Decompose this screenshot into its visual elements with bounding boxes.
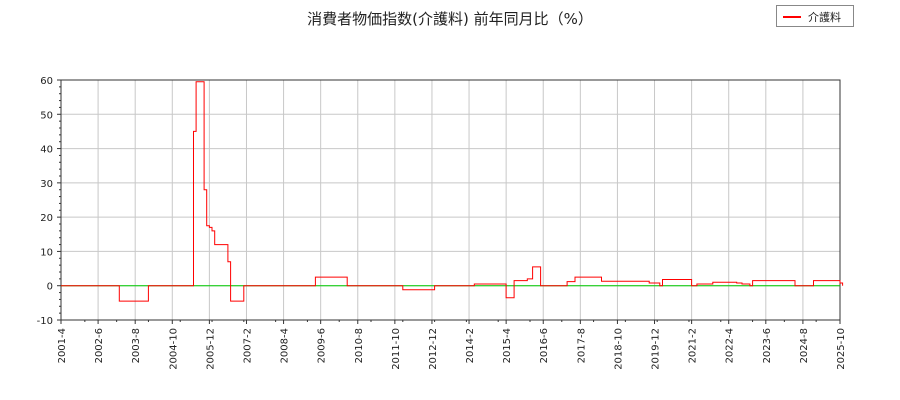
x-tick-label: 2023-6 [762, 328, 773, 363]
x-tick-label: 2004-10 [168, 328, 179, 370]
x-tick-label: 2014-2 [465, 328, 476, 363]
x-tick-label: 2012-12 [428, 328, 439, 370]
y-tick-label: 10 [40, 247, 53, 258]
y-tick-label: 40 [40, 145, 53, 156]
y-tick-label: 30 [40, 179, 53, 190]
x-tick-label: 2025-10 [836, 328, 847, 370]
legend-swatch [783, 16, 801, 18]
y-tick-label: 60 [40, 76, 53, 87]
x-tick-label: 2017-8 [576, 328, 587, 363]
x-tick-label: 2005-12 [205, 328, 216, 370]
y-tick-label: 50 [40, 110, 53, 121]
legend-label: 介護料 [808, 11, 841, 24]
x-tick-label: 2019-12 [651, 328, 662, 370]
x-tick-label: 2003-8 [131, 328, 142, 363]
x-tick-label: 2010-8 [354, 328, 365, 363]
x-tick-label: 2021-2 [688, 328, 699, 363]
y-tick-label: 0 [47, 282, 53, 293]
chart-title: 消費者物価指数(介護料) 前年同月比（%） [307, 10, 593, 28]
x-tick-label: 2016-6 [539, 328, 550, 363]
y-tick-label: -10 [37, 316, 53, 327]
x-tick-label: 2007-2 [242, 328, 253, 363]
x-tick-label: 2018-10 [613, 328, 624, 370]
series-line [61, 81, 844, 302]
x-tick-label: 2024-8 [799, 328, 810, 363]
x-tick-label: 2008-4 [280, 328, 291, 363]
y-tick-label: 20 [40, 213, 53, 224]
plot-frame [60, 79, 841, 321]
x-tick-label: 2011-10 [391, 328, 402, 370]
x-tick-label: 2002-6 [94, 328, 105, 363]
x-tick-label: 2001-4 [57, 328, 68, 363]
legend: 介護料 [776, 5, 854, 27]
x-tick-label: 2009-6 [317, 328, 328, 363]
x-tick-label: 2022-4 [725, 328, 736, 363]
x-tick-label: 2015-4 [502, 328, 513, 363]
